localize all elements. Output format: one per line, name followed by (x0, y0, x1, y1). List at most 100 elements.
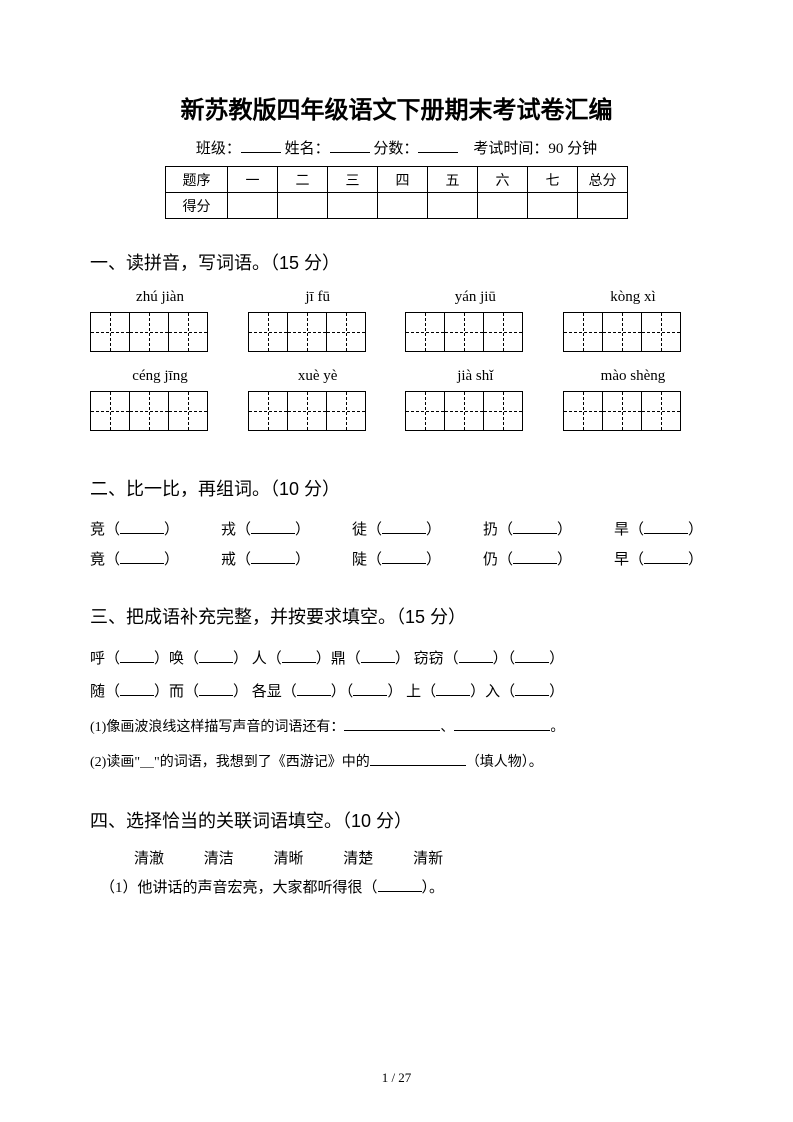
info-line: 班级： 姓名： 分数： 考试时间：90 分钟 (90, 137, 703, 158)
blank[interactable] (282, 648, 316, 663)
pinyin-text: zhú jiàn (90, 289, 230, 306)
blank[interactable] (120, 681, 154, 696)
score-cell[interactable] (378, 193, 428, 219)
q2-item: 旱（） (614, 515, 703, 545)
pinyin-text: kòng xì (563, 289, 703, 306)
pinyin-item: yán jiū (405, 289, 545, 352)
blank[interactable] (297, 681, 331, 696)
blank[interactable] (251, 519, 295, 534)
pinyin-grid: zhú jiàn jī fū yán jiū kòng xì céng jīng… (90, 289, 703, 447)
word: 清澈 (134, 851, 164, 867)
blank[interactable] (344, 717, 440, 731)
pinyin-item: jià shǐ (405, 368, 545, 431)
col-header: 二 (278, 167, 328, 193)
score-cell[interactable] (528, 193, 578, 219)
word: 清楚 (343, 851, 373, 867)
blank[interactable] (370, 752, 466, 766)
col-header: 总分 (578, 167, 628, 193)
blank[interactable] (120, 549, 164, 564)
score-cell[interactable] (428, 193, 478, 219)
score-cell[interactable] (228, 193, 278, 219)
q3-line2: 随（）而（） 各显（）（） 上（）入（） (90, 676, 703, 709)
blank[interactable] (251, 549, 295, 564)
col-header: 七 (528, 167, 578, 193)
q2-item: 戒（） (221, 545, 310, 575)
q2-heading: 二、比一比，再组词。（10 分） (90, 475, 703, 501)
blank[interactable] (644, 549, 688, 564)
class-blank[interactable] (241, 138, 281, 153)
q2-item: 仍（） (483, 545, 572, 575)
tianzi-box[interactable] (405, 391, 545, 431)
q3-heading: 三、把成语补充完整，并按要求填空。（15 分） (90, 603, 703, 629)
tianzi-box[interactable] (248, 391, 388, 431)
tianzi-box[interactable] (563, 391, 703, 431)
score-blank[interactable] (418, 138, 458, 153)
blank[interactable] (353, 681, 387, 696)
blank[interactable] (378, 877, 422, 892)
tianzi-box[interactable] (405, 312, 545, 352)
q2-item: 扔（） (483, 515, 572, 545)
blank[interactable] (515, 648, 549, 663)
q3-sub1: (1)像画波浪线这样描写声音的词语还有：、。 (90, 713, 703, 744)
q2-item: 陡（） (352, 545, 441, 575)
q2-item: 戎（） (221, 515, 310, 545)
name-blank[interactable] (330, 138, 370, 153)
blank[interactable] (459, 648, 493, 663)
q2-rows: 竞（） 戎（） 徒（） 扔（） 旱（） 竟（） 戒（） 陡（） 仍（） 早（） (90, 515, 703, 575)
blank[interactable] (436, 681, 470, 696)
blank[interactable] (199, 648, 233, 663)
word: 清洁 (204, 851, 234, 867)
q4-heading: 四、选择恰当的关联词语填空。（10 分） (90, 807, 703, 833)
row-label: 得分 (166, 193, 228, 219)
q3-lines: 呼（）唤（） 人（）鼎（） 窃窃（）（） 随（）而（） 各显（）（） 上（）入（… (90, 643, 703, 709)
blank[interactable] (513, 519, 557, 534)
q2-row: 竞（） 戎（） 徒（） 扔（） 旱（） (90, 515, 703, 545)
row-label: 题序 (166, 167, 228, 193)
blank[interactable] (120, 519, 164, 534)
q4-words: 清澈 清洁 清晰 清楚 清新 (134, 847, 703, 868)
score-cell[interactable] (278, 193, 328, 219)
score-table: 题序 一 二 三 四 五 六 七 总分 得分 (165, 166, 628, 219)
pinyin-text: xuè yè (248, 368, 388, 385)
blank[interactable] (199, 681, 233, 696)
document-title: 新苏教版四年级语文下册期末考试卷汇编 (90, 90, 703, 125)
tianzi-box[interactable] (90, 312, 230, 352)
table-row: 题序 一 二 三 四 五 六 七 总分 (166, 167, 628, 193)
tianzi-box[interactable] (248, 312, 388, 352)
score-cell[interactable] (478, 193, 528, 219)
pinyin-item: mào shèng (563, 368, 703, 431)
col-header: 五 (428, 167, 478, 193)
pinyin-text: jī fū (248, 289, 388, 306)
blank[interactable] (454, 717, 550, 731)
blank[interactable] (382, 549, 426, 564)
word: 清新 (413, 851, 443, 867)
q2-item: 早（） (614, 545, 703, 575)
col-header: 一 (228, 167, 278, 193)
blank[interactable] (120, 648, 154, 663)
blank[interactable] (515, 681, 549, 696)
score-cell[interactable] (328, 193, 378, 219)
pinyin-text: céng jīng (90, 368, 230, 385)
tianzi-box[interactable] (90, 391, 230, 431)
q1-heading: 一、读拼音，写词语。（15 分） (90, 249, 703, 275)
col-header: 六 (478, 167, 528, 193)
pinyin-item: kòng xì (563, 289, 703, 352)
page-number: 1 / 27 (0, 1070, 793, 1086)
col-header: 四 (378, 167, 428, 193)
pinyin-text: jià shǐ (405, 368, 545, 385)
blank[interactable] (382, 519, 426, 534)
score-cell[interactable] (578, 193, 628, 219)
pinyin-text: mào shèng (563, 368, 703, 385)
word: 清晰 (274, 851, 304, 867)
tianzi-box[interactable] (563, 312, 703, 352)
pinyin-item: zhú jiàn (90, 289, 230, 352)
q2-item: 竟（） (90, 545, 179, 575)
name-label: 姓名： (285, 141, 330, 157)
col-header: 三 (328, 167, 378, 193)
blank[interactable] (513, 549, 557, 564)
blank[interactable] (644, 519, 688, 534)
blank[interactable] (361, 648, 395, 663)
q3-sub2: (2)读画"＿"的词语，我想到了《西游记》中的（填人物）。 (90, 748, 703, 779)
q3-line1: 呼（）唤（） 人（）鼎（） 窃窃（）（） (90, 643, 703, 676)
pinyin-item: xuè yè (248, 368, 388, 431)
